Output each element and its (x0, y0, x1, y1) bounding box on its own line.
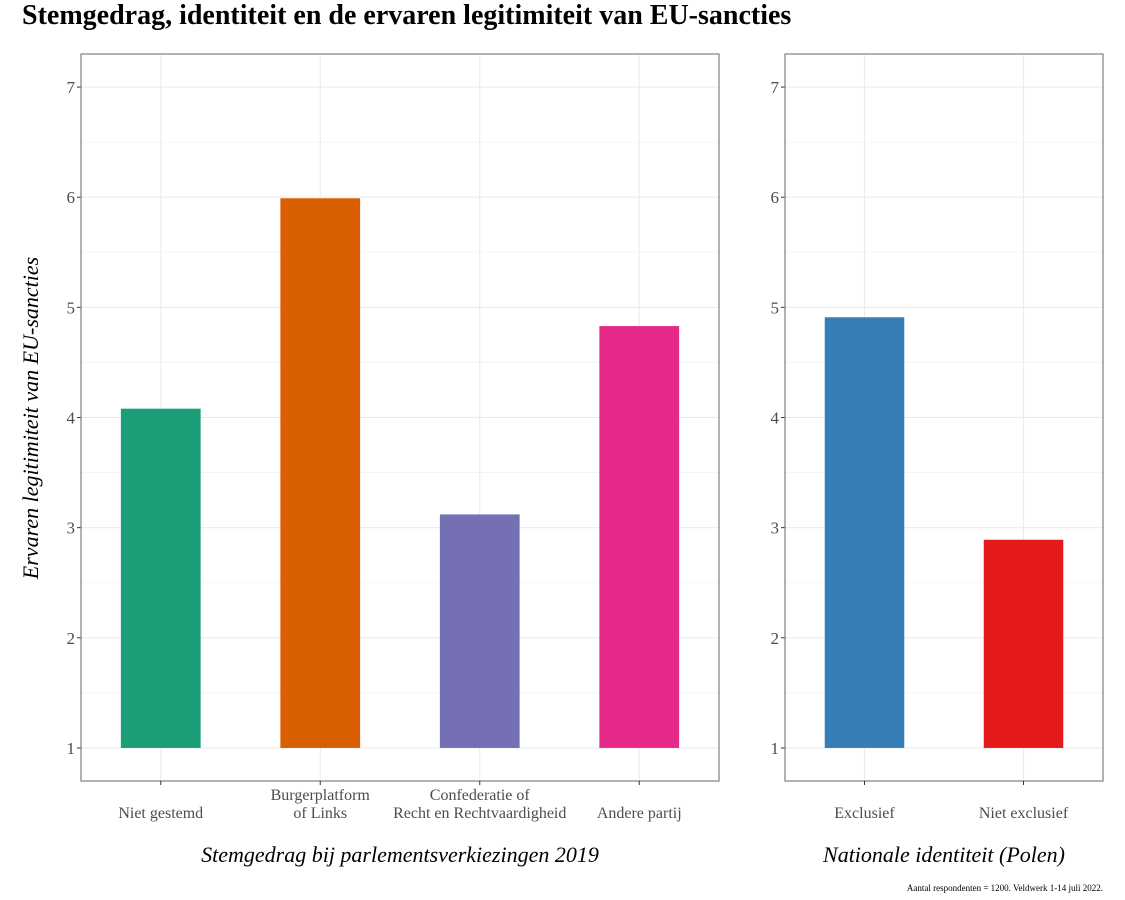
y-tick-label: 2 (67, 629, 76, 648)
y-axis-title: Ervaren legitimiteit van EU-sancties (18, 257, 43, 580)
bar-confederatie-of-recht-en-rechtvaardigheid (439, 514, 520, 748)
bar-niet-exclusief (983, 539, 1064, 748)
y-tick-label: 4 (771, 409, 780, 428)
y-tick-label: 4 (67, 409, 76, 428)
x-tick-label: Andere partij (597, 805, 682, 822)
x-tick-label: Exclusief (834, 805, 895, 822)
y-tick-label: 1 (67, 739, 76, 758)
y-tick-label: 7 (771, 78, 780, 97)
y-tick-label: 5 (67, 298, 76, 317)
caption: Aantal respondenten = 1200. Veldwerk 1-1… (907, 883, 1103, 893)
x-tick-label: Niet exclusief (979, 805, 1069, 822)
x-axis-title: Nationale identiteit (Polen) (822, 842, 1065, 867)
panel-nationale-identiteit: 1 2 3 4 5 6 7 Exclusief Niet exclusief Nationale … (771, 53, 1104, 867)
y-tick-label: 5 (771, 298, 780, 317)
bar-niet-gestemd (120, 408, 201, 748)
chart-title: Stemgedrag, identiteit en de ervaren leg… (22, 0, 792, 31)
y-tick-label: 3 (771, 519, 780, 538)
y-tick-label: 3 (67, 519, 76, 538)
bar-exclusief (824, 317, 905, 748)
y-tick-label: 6 (67, 188, 76, 207)
bar-burgerplatform-of-links (280, 198, 361, 748)
x-tick-label: Niet gestemd (118, 805, 203, 822)
panel-border (784, 53, 1104, 782)
x-tick-label: Burgerplatform of Links (271, 787, 371, 822)
panel-border (80, 53, 720, 782)
panel-stemgedrag: 1 2 3 4 5 6 7 Niet gestemd Burgerplatform of Link… (67, 53, 720, 867)
y-tick-label: 2 (771, 629, 780, 648)
y-tick-label: 1 (771, 739, 780, 758)
x-tick-label: Confederatie of Recht en Rechtvaardigheid (393, 787, 566, 822)
bar-andere-partij (599, 326, 680, 748)
y-tick-label: 6 (771, 188, 780, 207)
y-tick-label: 7 (67, 78, 76, 97)
x-axis-title: Stemgedrag bij parlementsverkiezingen 20… (201, 842, 599, 867)
